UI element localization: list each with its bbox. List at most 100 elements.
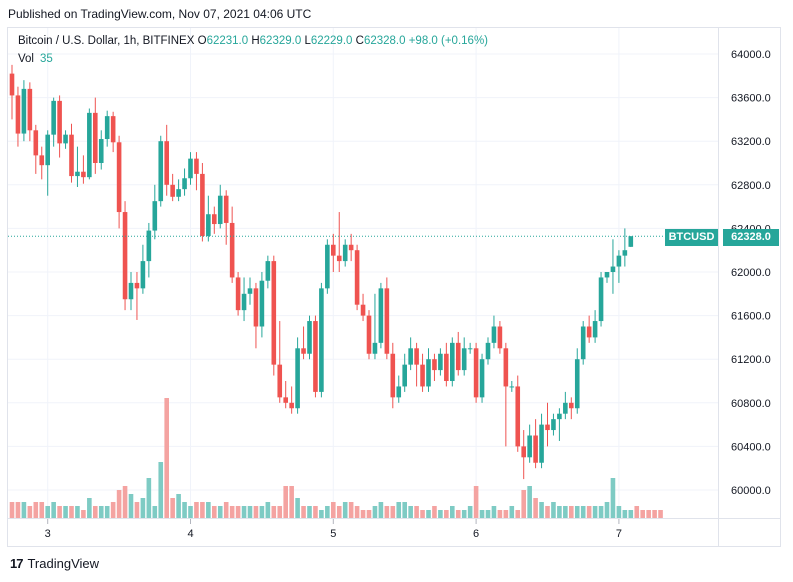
volume-bar: [289, 486, 294, 518]
candle-body: [580, 326, 586, 360]
volume-bar: [622, 510, 628, 518]
candle-body: [98, 139, 104, 163]
candle-body: [438, 353, 443, 371]
volume-label: Vol: [18, 53, 34, 65]
candle-body: [51, 100, 56, 135]
candle-body: [455, 342, 461, 371]
candle-body: [444, 353, 449, 381]
legend-change: +98.0 (+0.16%): [408, 35, 488, 47]
candle-body: [586, 326, 592, 338]
price-tag-symbol: BTCUSD: [665, 229, 718, 246]
candle-body: [164, 141, 169, 185]
published-caption: Published on TradingView.com, Nov 07, 20…: [8, 7, 312, 21]
volume-bar: [444, 510, 449, 518]
candle-body: [259, 280, 265, 327]
volume-bar: [319, 510, 324, 518]
candle-body: [592, 321, 598, 338]
candle-body: [491, 326, 497, 343]
volume-bar: [152, 506, 158, 518]
candle-body: [426, 359, 431, 387]
volume-bar: [134, 502, 140, 518]
candle-body: [569, 402, 574, 409]
volume-bar: [81, 510, 86, 518]
price-tag-value: 62328.0: [723, 229, 779, 246]
candle-body: [509, 386, 515, 388]
volume-bar: [182, 502, 187, 518]
candle-body: [604, 272, 610, 278]
candle-body: [378, 288, 384, 343]
candle-body: [539, 424, 544, 463]
candle-body: [116, 142, 122, 213]
volume-bar: [229, 506, 235, 518]
volume-bar: [509, 506, 515, 518]
volume-bar: [51, 502, 56, 518]
volume-bar: [63, 506, 68, 518]
y-tick-label: 63600.0: [731, 93, 771, 105]
footer-brand[interactable]: 17 TradingView: [10, 556, 99, 571]
volume-bar: [200, 502, 205, 518]
candle-body: [342, 244, 348, 262]
x-tick-label: 7: [616, 528, 622, 540]
candle-body: [247, 288, 253, 294]
volume-bar: [652, 510, 657, 518]
candle-body: [390, 353, 396, 398]
volume-bar: [658, 510, 663, 518]
volume-bar: [390, 506, 396, 518]
legend-symbol: Bitcoin / U.S. Dollar, 1h, BITFINEX: [18, 35, 195, 47]
candle-body: [354, 250, 360, 305]
candle-body: [497, 326, 503, 349]
candle-body: [206, 214, 211, 237]
volume-bar: [348, 502, 354, 518]
y-tick-label: 62000.0: [731, 267, 771, 279]
volume-bar: [414, 506, 419, 518]
volume-bar: [301, 506, 306, 518]
volume-bar: [164, 398, 169, 518]
volume-bar: [628, 510, 634, 518]
candle-body: [134, 282, 140, 289]
legend-low-value: 62229.0: [310, 35, 353, 47]
candle-body: [574, 359, 580, 409]
volume-bar: [295, 498, 300, 518]
y-tick-label: 60800.0: [731, 398, 771, 410]
candle-body: [176, 189, 181, 197]
volume-bar: [450, 506, 455, 518]
volume-bar: [27, 506, 33, 518]
volume-bar: [69, 506, 74, 518]
volume-bar: [98, 506, 104, 518]
volume-bar: [104, 506, 110, 518]
candle-body: [110, 116, 116, 143]
volume-bar: [592, 506, 598, 518]
volume-bar: [432, 506, 437, 518]
volume-bar: [479, 510, 485, 518]
candle-body: [93, 112, 98, 163]
volume-bar: [146, 478, 152, 518]
candle-body: [384, 288, 390, 354]
candle-body: [527, 435, 532, 458]
chart-frame[interactable]: [7, 27, 781, 547]
candle-body: [336, 255, 342, 262]
candle-body: [515, 386, 521, 447]
volume-bar: [491, 506, 497, 518]
volume-bar: [128, 494, 134, 518]
volume-value: 35: [40, 53, 53, 65]
volume-bar: [247, 506, 253, 518]
volume-bar: [217, 506, 223, 518]
candle-body: [104, 116, 110, 140]
volume-bar: [640, 510, 645, 518]
volume-bar: [467, 506, 473, 518]
candle-body: [170, 184, 175, 197]
volume-bar: [420, 510, 425, 518]
volume-bar: [176, 494, 181, 518]
volume-bar: [461, 510, 467, 518]
y-tick-label: 62800.0: [731, 180, 771, 192]
candle-body: [414, 348, 419, 365]
volume-bar: [170, 498, 175, 518]
volume-bar: [539, 502, 544, 518]
candle-body: [325, 244, 330, 289]
volume-bar: [360, 510, 366, 518]
candle-body: [128, 282, 134, 300]
candle-body: [366, 315, 372, 354]
volume-bar: [277, 506, 283, 518]
volume-legend: Vol 35: [18, 53, 53, 65]
